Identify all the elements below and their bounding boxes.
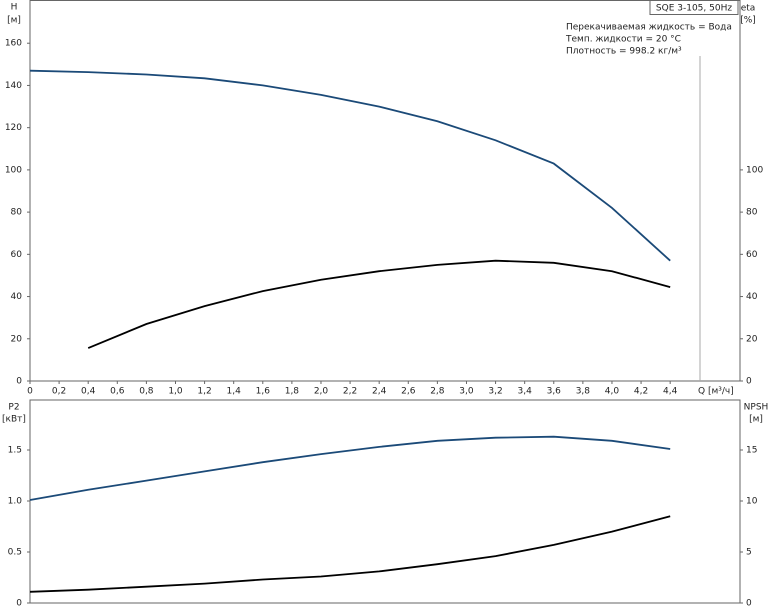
y-tick-label: 160 xyxy=(5,39,22,49)
y-tick-label: 140 xyxy=(5,81,22,91)
x-tick-label: 3,0 xyxy=(459,387,474,397)
curve xyxy=(29,69,671,262)
x-tick-label: 1,8 xyxy=(285,387,300,397)
x-tick-label: 3,4 xyxy=(518,387,533,397)
curve xyxy=(29,515,671,593)
y2-tick-label: 20 xyxy=(746,334,758,344)
bottom-frame xyxy=(29,399,741,604)
y2-tick-label: 0 xyxy=(746,377,752,387)
note: Перекачиваемая жидкость = Вода xyxy=(566,23,732,33)
y-tick-label: 100 xyxy=(5,165,22,175)
x-tick-label: 2,6 xyxy=(401,387,416,397)
x-tick-label: 2,0 xyxy=(314,387,329,397)
y-unit: [кВт] xyxy=(2,415,26,425)
x-tick-label: 3,6 xyxy=(547,387,562,397)
note: Темп. жидкости = 20 °C xyxy=(565,35,681,45)
y-unit: [м] xyxy=(7,16,21,26)
y-tick-label: 20 xyxy=(11,334,23,344)
x-tick-label: 3,8 xyxy=(576,387,591,397)
y2-tick-label: 5 xyxy=(746,547,752,557)
x-tick-label: 1,2 xyxy=(197,387,211,397)
chart-title: SQE 3-105, 50Hz xyxy=(656,4,732,14)
y-label: P2 xyxy=(8,403,19,413)
y2-tick-label: 40 xyxy=(746,292,758,302)
y2-label: NPSH xyxy=(744,403,769,413)
x-tick-label: 2,8 xyxy=(430,387,445,397)
title-box xyxy=(649,0,739,15)
y-label: H xyxy=(11,3,18,13)
y-tick-label: 0.5 xyxy=(8,547,22,557)
y-tick-label: 0 xyxy=(16,599,22,609)
x-tick-label: 0,4 xyxy=(81,387,96,397)
x-tick-label: 0,6 xyxy=(110,387,125,397)
x-tick-label: 4,4 xyxy=(663,387,678,397)
y2-tick-label: 15 xyxy=(746,445,757,455)
x-tick-label: 1,0 xyxy=(168,387,183,397)
y2-tick-label: 0 xyxy=(746,599,752,609)
y2-label: eta xyxy=(741,4,756,14)
y-tick-label: 0 xyxy=(16,377,22,387)
x-tick-label: 0 xyxy=(27,387,33,397)
x-tick-label: 2,2 xyxy=(343,387,357,397)
y2-unit: [%] xyxy=(740,16,756,26)
y-tick-label: 80 xyxy=(11,208,23,218)
y2-unit: [м] xyxy=(749,415,763,425)
y-tick-label: 60 xyxy=(11,250,23,260)
y2-tick-label: 100 xyxy=(746,165,763,175)
note: Плотность = 998.2 кг/м³ xyxy=(566,47,682,57)
y-tick-label: 1.5 xyxy=(8,445,22,455)
curve xyxy=(29,435,671,501)
x-tick-label: 2,4 xyxy=(372,387,387,397)
x-tick-label: 3,2 xyxy=(488,387,502,397)
x-tick-label: 0,8 xyxy=(139,387,154,397)
x-tick-label: 0,2 xyxy=(52,387,66,397)
x-tick-label: 1,4 xyxy=(227,387,242,397)
y2-tick-label: 80 xyxy=(746,208,758,218)
y-tick-label: 120 xyxy=(5,123,22,133)
curve xyxy=(87,259,671,349)
x-label: Q [м³/ч] xyxy=(698,387,734,397)
y2-tick-label: 60 xyxy=(746,250,758,260)
x-tick-label: 4,0 xyxy=(605,387,620,397)
top-frame xyxy=(29,0,741,382)
x-tick-label: 1,6 xyxy=(256,387,271,397)
y2-tick-label: 10 xyxy=(746,496,758,506)
y-tick-label: 40 xyxy=(11,292,23,302)
x-tick-label: 4,2 xyxy=(634,387,648,397)
y-tick-label: 1.0 xyxy=(8,496,23,506)
